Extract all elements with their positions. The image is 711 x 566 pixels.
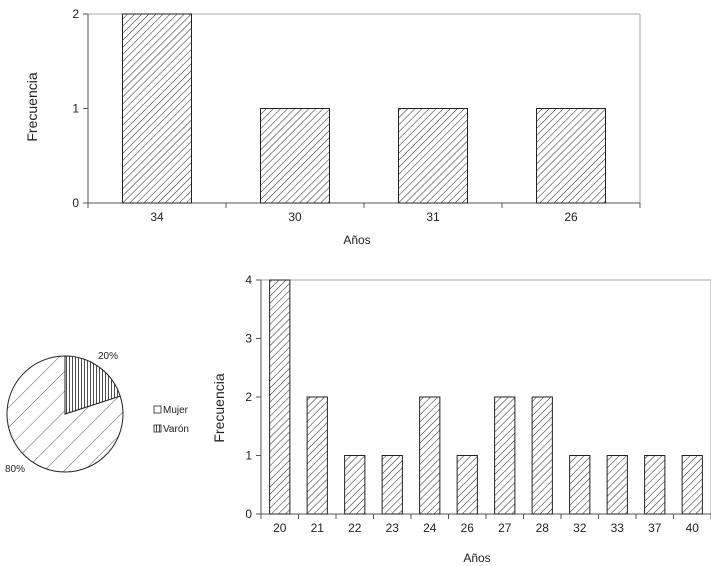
bar-23 — [381, 455, 403, 515]
x-tick-label: 27 — [498, 521, 512, 535]
x-tick-label: 21 — [311, 521, 325, 535]
bar-20 — [269, 279, 291, 515]
legend-label-varon: Varón — [163, 424, 189, 435]
legend-swatch-varon — [153, 424, 162, 433]
pie-slice-mujer — [6, 355, 124, 473]
x-tick-label: 26 — [564, 210, 578, 224]
bar-30 — [260, 108, 330, 204]
y-tick-label: 2 — [72, 7, 79, 21]
pie-slice-varon — [64, 355, 121, 415]
bar-21 — [306, 396, 328, 515]
legend-swatch-mujer — [153, 405, 162, 414]
pie-chart — [6, 355, 124, 473]
x-tick-label: 22 — [348, 521, 362, 535]
y-tick-label: 0 — [245, 507, 252, 521]
bar-40 — [681, 455, 703, 515]
y-tick-label: 1 — [245, 449, 252, 463]
x-tick-label: 33 — [611, 521, 625, 535]
pie-label-varon: 20% — [98, 351, 118, 362]
x-tick-label: 32 — [573, 521, 587, 535]
bar-37 — [644, 455, 666, 515]
pie-legend: Mujer Varón — [153, 405, 189, 435]
bar-26 — [536, 108, 606, 204]
y-tick-label: 3 — [245, 332, 252, 346]
top-chart-ylabel: Frecuencia — [24, 72, 40, 141]
legend-label-mujer: Mujer — [163, 405, 189, 416]
y-tick-label: 4 — [245, 273, 252, 287]
top-chart-xlabel: Años — [343, 233, 370, 247]
x-tick-label: 37 — [648, 521, 662, 535]
x-tick-label: 23 — [386, 521, 400, 535]
bottom-chart-xlabel: Años — [463, 551, 490, 565]
x-tick-label: 30 — [288, 210, 302, 224]
top-bar-chart: 0 1 2 34 30 31 26 — [72, 7, 641, 224]
bar-24 — [419, 396, 441, 515]
bar-26 — [456, 455, 478, 515]
y-tick-label: 1 — [72, 102, 79, 116]
bar-27 — [494, 396, 516, 515]
pie-label-mujer: 80% — [5, 464, 25, 475]
bar-32 — [569, 455, 591, 515]
bar-34 — [122, 13, 192, 204]
x-tick-label: 40 — [686, 521, 700, 535]
x-tick-label: 34 — [150, 210, 164, 224]
bottom-chart-ylabel: Frecuencia — [211, 373, 227, 442]
x-tick-label: 31 — [426, 210, 440, 224]
x-tick-label: 26 — [461, 521, 475, 535]
bar-28 — [531, 396, 553, 515]
bar-22 — [344, 455, 366, 515]
x-tick-label: 24 — [423, 521, 437, 535]
bar-31 — [398, 108, 468, 204]
bar-33 — [606, 455, 628, 515]
y-tick-label: 0 — [72, 196, 79, 210]
y-tick-label: 2 — [245, 390, 252, 404]
x-tick-label: 28 — [536, 521, 550, 535]
x-tick-label: 20 — [273, 521, 287, 535]
